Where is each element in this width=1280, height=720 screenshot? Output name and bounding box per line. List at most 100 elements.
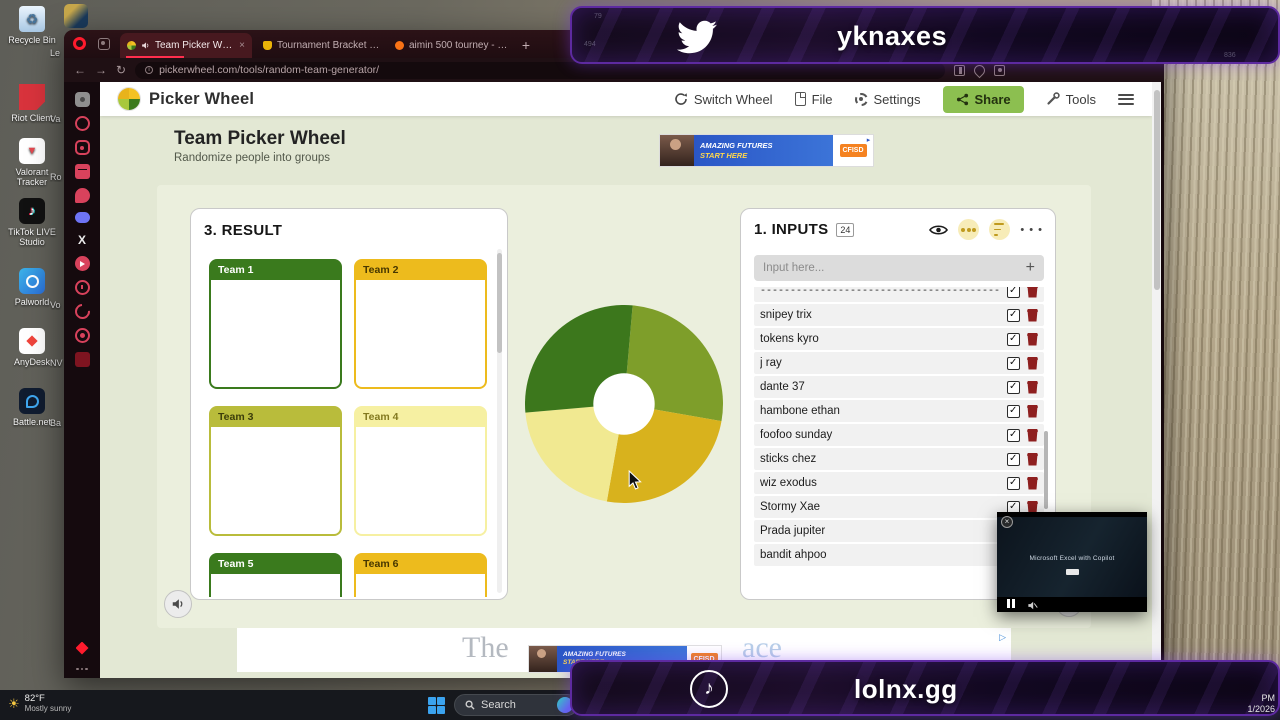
pip-close-icon[interactable]: × (1001, 516, 1013, 528)
adchoices-icon[interactable]: ▷ (999, 632, 1006, 642)
sidebar-x-twitter-icon[interactable] (75, 232, 90, 247)
input-entry-row[interactable]: snipey trix (754, 304, 1044, 326)
entry-delete-icon[interactable] (1027, 287, 1038, 298)
page-capture-icon[interactable] (994, 64, 1006, 76)
entry-checkbox[interactable] (1007, 287, 1020, 298)
page-scrollbar-thumb[interactable] (1153, 90, 1160, 290)
add-entry-button[interactable]: + (1025, 259, 1035, 276)
desktop-icon-anydesk[interactable]: AnyDesk (4, 328, 60, 367)
nav-settings[interactable]: Settings (854, 92, 921, 107)
shuffle-groups-icon[interactable] (958, 219, 980, 240)
ad-info-icon[interactable]: ▸ (864, 135, 873, 144)
side-panel-icon[interactable] (954, 64, 966, 76)
sidebar-more-icon[interactable] (76, 667, 88, 670)
input-entry-row[interactable]: tokens kyro (754, 328, 1044, 350)
gx-logo-icon[interactable] (75, 641, 89, 655)
share-button[interactable]: Share (942, 85, 1024, 113)
tab-close-icon[interactable]: × (239, 40, 245, 51)
entry-delete-icon[interactable] (1027, 477, 1038, 490)
entry-checkbox[interactable] (1007, 404, 1020, 418)
top-ad-banner[interactable]: AMAZING FUTURES START HERE CFISD ▸ (660, 135, 873, 166)
input-entry-row[interactable]: Stormy Xae (754, 496, 1044, 518)
opera-menu-icon[interactable] (73, 37, 86, 50)
wheel-segment-pale-yellow[interactable] (525, 404, 624, 502)
page-scrollbar-track[interactable] (1152, 82, 1161, 678)
desktop-icon-tiktok-live-studio[interactable]: TikTok LIVE Studio (4, 198, 60, 248)
new-tab-button[interactable]: + (521, 37, 531, 53)
entry-checkbox[interactable] (1007, 500, 1020, 514)
sidebar-discord-icon[interactable] (74, 212, 90, 223)
sidebar-chat-icon[interactable] (74, 188, 90, 203)
sidebar-pinned-app-icon[interactable] (74, 352, 90, 367)
input-entry-row[interactable]: wiz exodus (754, 472, 1044, 494)
entry-delete-icon[interactable] (1027, 357, 1038, 370)
entry-checkbox[interactable] (1007, 356, 1020, 370)
desktop-icon-riot-client[interactable]: Riot Client (4, 84, 60, 123)
entry-checkbox[interactable] (1007, 452, 1020, 466)
start-button[interactable] (428, 697, 445, 714)
desktop-icon-partially-hidden[interactable] (64, 4, 88, 28)
tab-challonge-tourney[interactable]: aimin 500 tourney - Chall (388, 33, 520, 58)
sidebar-gx-corner-icon[interactable] (74, 328, 90, 343)
sidebar-instagram-icon[interactable] (74, 140, 90, 155)
picker-wheel[interactable] (524, 304, 723, 503)
sound-toggle-button[interactable] (164, 590, 192, 618)
search-highlight-thumbnail[interactable] (557, 697, 573, 713)
taskbar-clock[interactable]: PM 1/2026 (1247, 693, 1275, 716)
desktop-icon-palworld[interactable]: Palworld (4, 268, 60, 307)
sidebar-app-icon[interactable] (74, 116, 90, 131)
pip-video-player[interactable]: Microsoft Excel with Copilot × (997, 512, 1147, 612)
back-icon[interactable]: ← (74, 63, 86, 77)
entry-delete-icon[interactable] (1027, 309, 1038, 322)
inputs-scrollbar-thumb[interactable] (1044, 431, 1048, 509)
desktop-icon-valorant-tracker[interactable]: Valorant Tracker (4, 138, 60, 188)
reload-icon[interactable]: ↻ (116, 63, 127, 77)
sidebar-history-icon[interactable] (74, 280, 90, 295)
entry-checkbox[interactable] (1007, 332, 1020, 346)
site-brand[interactable]: Picker Wheel (149, 89, 255, 108)
site-info-icon[interactable]: i (145, 66, 154, 74)
entry-delete-icon[interactable] (1027, 405, 1038, 418)
taskbar-weather-widget[interactable]: ☀ 82°F Mostly sunny (8, 693, 71, 713)
sort-list-icon[interactable] (989, 219, 1011, 240)
pip-pause-icon[interactable] (1007, 599, 1015, 608)
entry-checkbox[interactable] (1007, 308, 1020, 322)
url-field[interactable]: i pickerwheel.com/tools/random-team-gene… (135, 61, 946, 79)
input-entry-row[interactable]: sticks chez (754, 448, 1044, 470)
taskbar-search[interactable]: Search (454, 694, 578, 716)
visibility-icon[interactable] (929, 224, 949, 236)
pip-mute-icon[interactable] (1027, 598, 1038, 616)
tab-tournament-bracket[interactable]: Tournament Bracket Gene (256, 33, 388, 58)
entry-delete-icon[interactable] (1027, 453, 1038, 466)
entry-checkbox[interactable] (1007, 428, 1020, 442)
result-scrollbar-track[interactable] (497, 249, 502, 593)
input-entry-row[interactable]: foofoo sunday (754, 424, 1044, 446)
more-options-icon[interactable] (1020, 224, 1043, 236)
input-entry-row[interactable]: hambone ethan (754, 400, 1044, 422)
nav-file[interactable]: File (794, 92, 833, 107)
pinboard-icon[interactable] (971, 62, 988, 78)
pickerwheel-logo-icon[interactable] (118, 88, 140, 110)
entry-delete-icon[interactable] (1027, 381, 1038, 394)
input-entry-row[interactable]: dante 37 (754, 376, 1044, 398)
snapshot-icon[interactable] (98, 38, 110, 50)
desktop-icon-battlenet[interactable]: Battle.net (4, 388, 60, 427)
entry-checkbox[interactable] (1007, 476, 1020, 490)
separator-entry-row[interactable]: ---------------------------------------- (754, 287, 1044, 302)
hamburger-menu-icon[interactable] (1118, 93, 1134, 105)
nav-tools[interactable]: Tools (1046, 92, 1096, 107)
input-field[interactable]: Input here... + (754, 255, 1044, 281)
result-scrollbar-thumb[interactable] (497, 253, 502, 353)
entry-delete-icon[interactable] (1027, 429, 1038, 442)
sidebar-player-icon[interactable] (74, 256, 90, 271)
entry-delete-icon[interactable] (1027, 501, 1038, 514)
sidebar-messenger-icon[interactable] (74, 164, 90, 179)
entry-delete-icon[interactable] (1027, 333, 1038, 346)
forward-icon[interactable]: → (95, 63, 107, 77)
entry-checkbox[interactable] (1007, 380, 1020, 394)
sidebar-sync-icon[interactable] (71, 300, 93, 323)
tab-team-picker-wheel[interactable]: Team Picker Wheel - R × (120, 33, 252, 58)
sidebar-camera-icon[interactable] (74, 92, 90, 107)
input-entry-row[interactable]: j ray (754, 352, 1044, 374)
nav-switch-wheel[interactable]: Switch Wheel (674, 92, 773, 107)
